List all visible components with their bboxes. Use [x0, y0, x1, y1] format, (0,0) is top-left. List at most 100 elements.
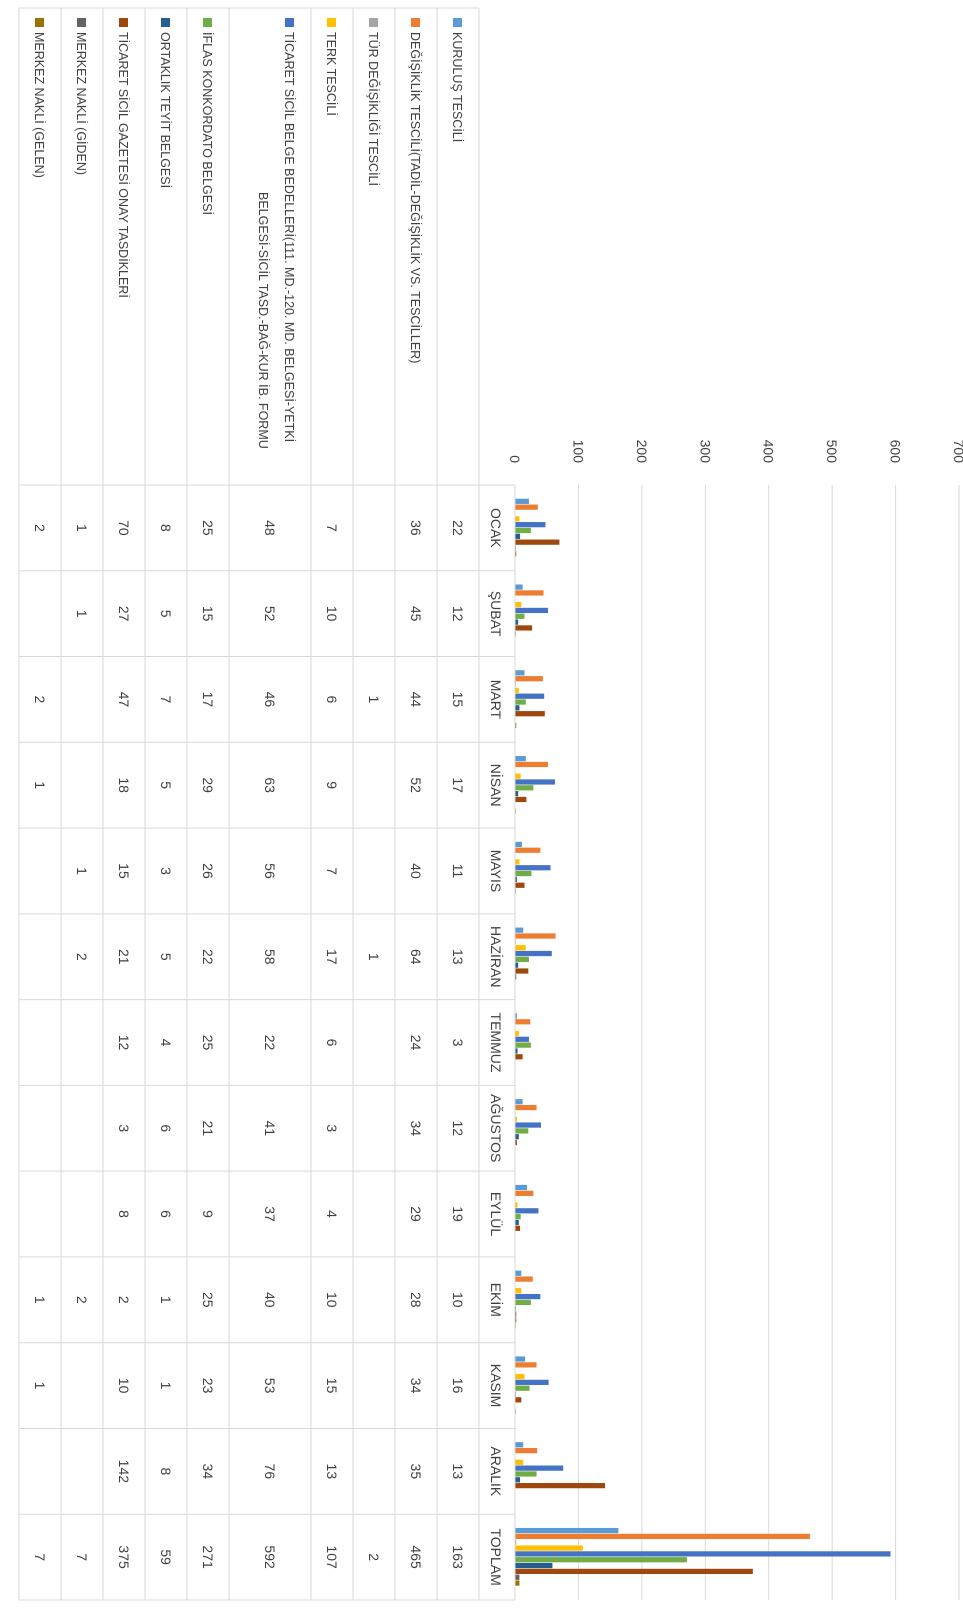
table-cell-value: 48	[262, 520, 278, 536]
table-cell-value: 22	[200, 949, 216, 965]
bar	[515, 1442, 524, 1448]
table-cell-value: 107	[324, 1545, 340, 1569]
bar	[514, 1048, 518, 1054]
bar	[515, 1568, 753, 1575]
category-label: TEMMUZ	[488, 1013, 504, 1073]
legend-key	[411, 18, 420, 27]
y-tick-label: 0	[507, 455, 523, 463]
table-cell-value: 28	[408, 1292, 424, 1308]
table-cell-value: 76	[262, 1464, 278, 1480]
table-cell-value: 5	[158, 610, 174, 618]
bar	[514, 533, 521, 539]
table-cell-value: 37	[262, 1206, 278, 1222]
bar	[515, 1128, 529, 1134]
category-label: NİSAN	[488, 764, 505, 807]
table-cell-value: 3	[158, 867, 174, 875]
y-tick-label: 100	[570, 440, 586, 464]
bar	[514, 1557, 687, 1563]
table-cell-value: 13	[324, 1464, 340, 1480]
table-cell-value: 7	[158, 696, 174, 704]
table-cell-value: 592	[262, 1545, 278, 1569]
y-tick-label: 500	[824, 440, 840, 464]
table-cell-value: 1	[32, 1296, 48, 1304]
table-cell-value: 1	[74, 524, 90, 532]
bar	[515, 1465, 564, 1471]
bar	[514, 962, 519, 968]
bar	[515, 1527, 619, 1534]
table-cell-value: 10	[116, 1378, 132, 1394]
bar	[515, 1219, 519, 1226]
table-cell-value: 40	[408, 863, 424, 879]
bar	[514, 498, 529, 504]
table-cell-value: 12	[450, 1120, 466, 1136]
table-cell-value: 26	[200, 863, 216, 879]
table-cell-value: 45	[408, 606, 424, 622]
table-cell-value: 34	[408, 1378, 424, 1394]
table-cell-value: 2	[116, 1296, 132, 1304]
table-cell-value: 19	[450, 1206, 466, 1222]
bar	[515, 711, 545, 717]
bar	[514, 625, 533, 631]
table-cell-value: 16	[450, 1378, 466, 1394]
bar	[514, 791, 519, 797]
category-label: TOPLAM	[488, 1528, 504, 1585]
table-cell-value: 53	[262, 1378, 278, 1394]
bar	[515, 504, 538, 510]
table-cell-value: 25	[200, 1035, 216, 1051]
bar	[514, 676, 543, 682]
bar	[515, 1190, 534, 1196]
legend-key	[77, 18, 86, 27]
table-cell-value: 70	[116, 520, 132, 536]
legend-label: MERKEZ NAKLİ (GELEN)	[32, 32, 46, 178]
table-cell-value: 9	[200, 1210, 216, 1218]
table-cell-value: 56	[262, 863, 278, 879]
table-cell-value: 21	[116, 949, 132, 965]
bar	[514, 670, 525, 676]
legend-key	[285, 18, 294, 27]
table-cell-value: 6	[158, 1124, 174, 1132]
y-tick-label: 200	[634, 440, 650, 464]
table-cell-value: 64	[408, 949, 424, 965]
table-cell-value: 17	[324, 949, 340, 965]
bar	[515, 1448, 538, 1454]
legend-label: ORTAKLIK TEYİT BELGESİ	[158, 32, 172, 188]
bar	[514, 1208, 539, 1214]
bar	[514, 779, 555, 785]
table-cell-value: 10	[324, 1292, 340, 1308]
legend-label: TERK TESCİLİ	[324, 32, 338, 116]
table-cell-value: 11	[450, 864, 466, 879]
bar	[515, 1030, 519, 1037]
table-cell-value: 36	[408, 520, 424, 536]
legend-label: MERKEZ NAKLİ (GİDEN)	[74, 32, 88, 175]
bar	[514, 956, 529, 962]
table-cell-value: 52	[262, 606, 278, 622]
table-cell-value: 15	[200, 606, 216, 622]
table-cell-value: 35	[408, 1464, 424, 1480]
table-cell-value: 4	[324, 1210, 340, 1218]
table-cell-value: 3	[324, 1124, 340, 1132]
category-label: MART	[488, 680, 504, 720]
table-cell-value: 10	[450, 1292, 466, 1308]
bar	[515, 950, 552, 957]
table-cell-value: 7	[324, 524, 340, 532]
table-cell-value: 23	[200, 1378, 216, 1394]
table-cell-value: 22	[262, 1035, 278, 1051]
table-cell-value: 15	[450, 692, 466, 708]
category-label: OCAK	[488, 508, 504, 548]
bar	[514, 613, 525, 619]
table-cell-value: 15	[116, 863, 132, 879]
bar	[515, 1270, 522, 1276]
bar	[514, 841, 522, 848]
bar	[514, 1036, 529, 1042]
table-cell-value: 1	[32, 781, 48, 789]
bar	[514, 1225, 521, 1231]
bar	[514, 1214, 521, 1220]
bar	[514, 590, 544, 596]
bar	[514, 1562, 553, 1569]
legend-key	[453, 18, 462, 27]
bar	[514, 773, 521, 779]
bar	[514, 522, 546, 528]
table-cell-value: 34	[200, 1464, 216, 1480]
y-tick-label: 400	[761, 440, 777, 464]
bar	[514, 1545, 583, 1551]
